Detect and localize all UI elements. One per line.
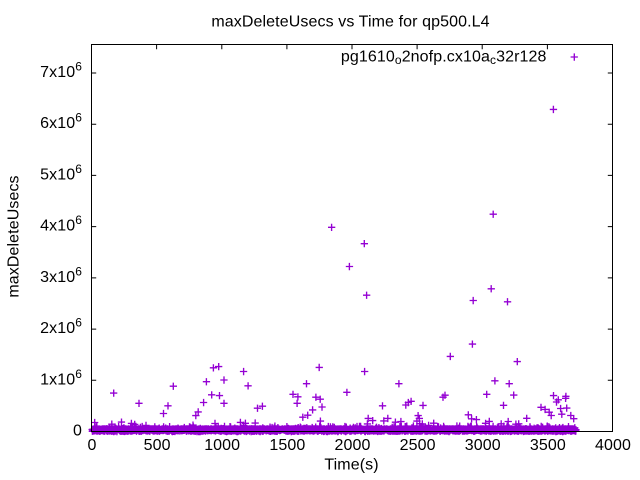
svg-text:1x106: 1x106 xyxy=(40,367,82,389)
svg-text:0: 0 xyxy=(88,437,97,454)
svg-text:maxDeleteUsecs: maxDeleteUsecs xyxy=(6,175,23,297)
svg-text:0: 0 xyxy=(73,423,82,440)
svg-text:3000: 3000 xyxy=(465,437,501,454)
svg-text:500: 500 xyxy=(144,437,171,454)
svg-text:4000: 4000 xyxy=(595,437,631,454)
svg-text:3500: 3500 xyxy=(530,437,566,454)
svg-text:6x106: 6x106 xyxy=(40,111,82,133)
svg-text:5x106: 5x106 xyxy=(40,162,82,184)
svg-text:pg1610o2nofp.cx10ac32r128: pg1610o2nofp.cx10ac32r128 xyxy=(341,49,547,67)
svg-text:Time(s): Time(s) xyxy=(324,457,378,474)
svg-text:maxDeleteUsecs vs Time for qp5: maxDeleteUsecs vs Time for qp500.L4 xyxy=(211,14,489,31)
svg-text:2000: 2000 xyxy=(335,437,371,454)
svg-text:2500: 2500 xyxy=(400,437,436,454)
svg-text:1500: 1500 xyxy=(269,437,305,454)
svg-text:3x106: 3x106 xyxy=(40,264,82,286)
svg-text:1000: 1000 xyxy=(204,437,240,454)
svg-text:4x106: 4x106 xyxy=(40,213,82,235)
svg-text:7x106: 7x106 xyxy=(40,60,82,82)
svg-text:2x106: 2x106 xyxy=(40,316,82,338)
